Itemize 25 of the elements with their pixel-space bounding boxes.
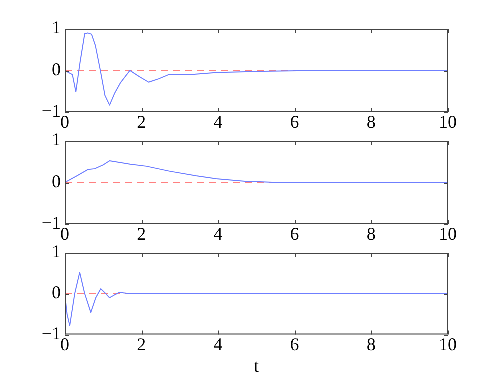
x-tick-label: 4 bbox=[214, 224, 223, 244]
x-tick-label: 4 bbox=[214, 334, 223, 354]
x-axis-title: t bbox=[254, 356, 260, 374]
x-tick-label: 6 bbox=[290, 224, 300, 244]
x-tick-label: 10 bbox=[439, 224, 457, 244]
y-tick-label: 1 bbox=[52, 18, 61, 38]
y-tick-label: 0 bbox=[52, 282, 61, 303]
y-tick-label: −1 bbox=[42, 213, 61, 234]
y-tick-label: 0 bbox=[52, 171, 61, 192]
x-tick-label: 8 bbox=[366, 224, 376, 244]
x-tick-label: 6 bbox=[290, 334, 300, 354]
y-tick-label: 1 bbox=[52, 242, 61, 262]
y-tick-label: 0 bbox=[52, 59, 61, 80]
x-tick-label: 2 bbox=[137, 334, 146, 354]
x-tick-label: 10 bbox=[439, 334, 457, 354]
y-tick-label: −1 bbox=[42, 101, 61, 122]
x-tick-label: 8 bbox=[366, 112, 376, 132]
x-tick-label: 4 bbox=[214, 112, 223, 132]
x-tick-label: 8 bbox=[366, 334, 376, 354]
x-tick-label: 2 bbox=[137, 224, 146, 244]
x-tick-label: 2 bbox=[137, 112, 146, 132]
y-tick-label: 1 bbox=[52, 130, 61, 150]
x-tick-label: 6 bbox=[290, 112, 300, 132]
y-tick-label: −1 bbox=[42, 324, 61, 344]
x-tick-label: 10 bbox=[439, 112, 457, 132]
